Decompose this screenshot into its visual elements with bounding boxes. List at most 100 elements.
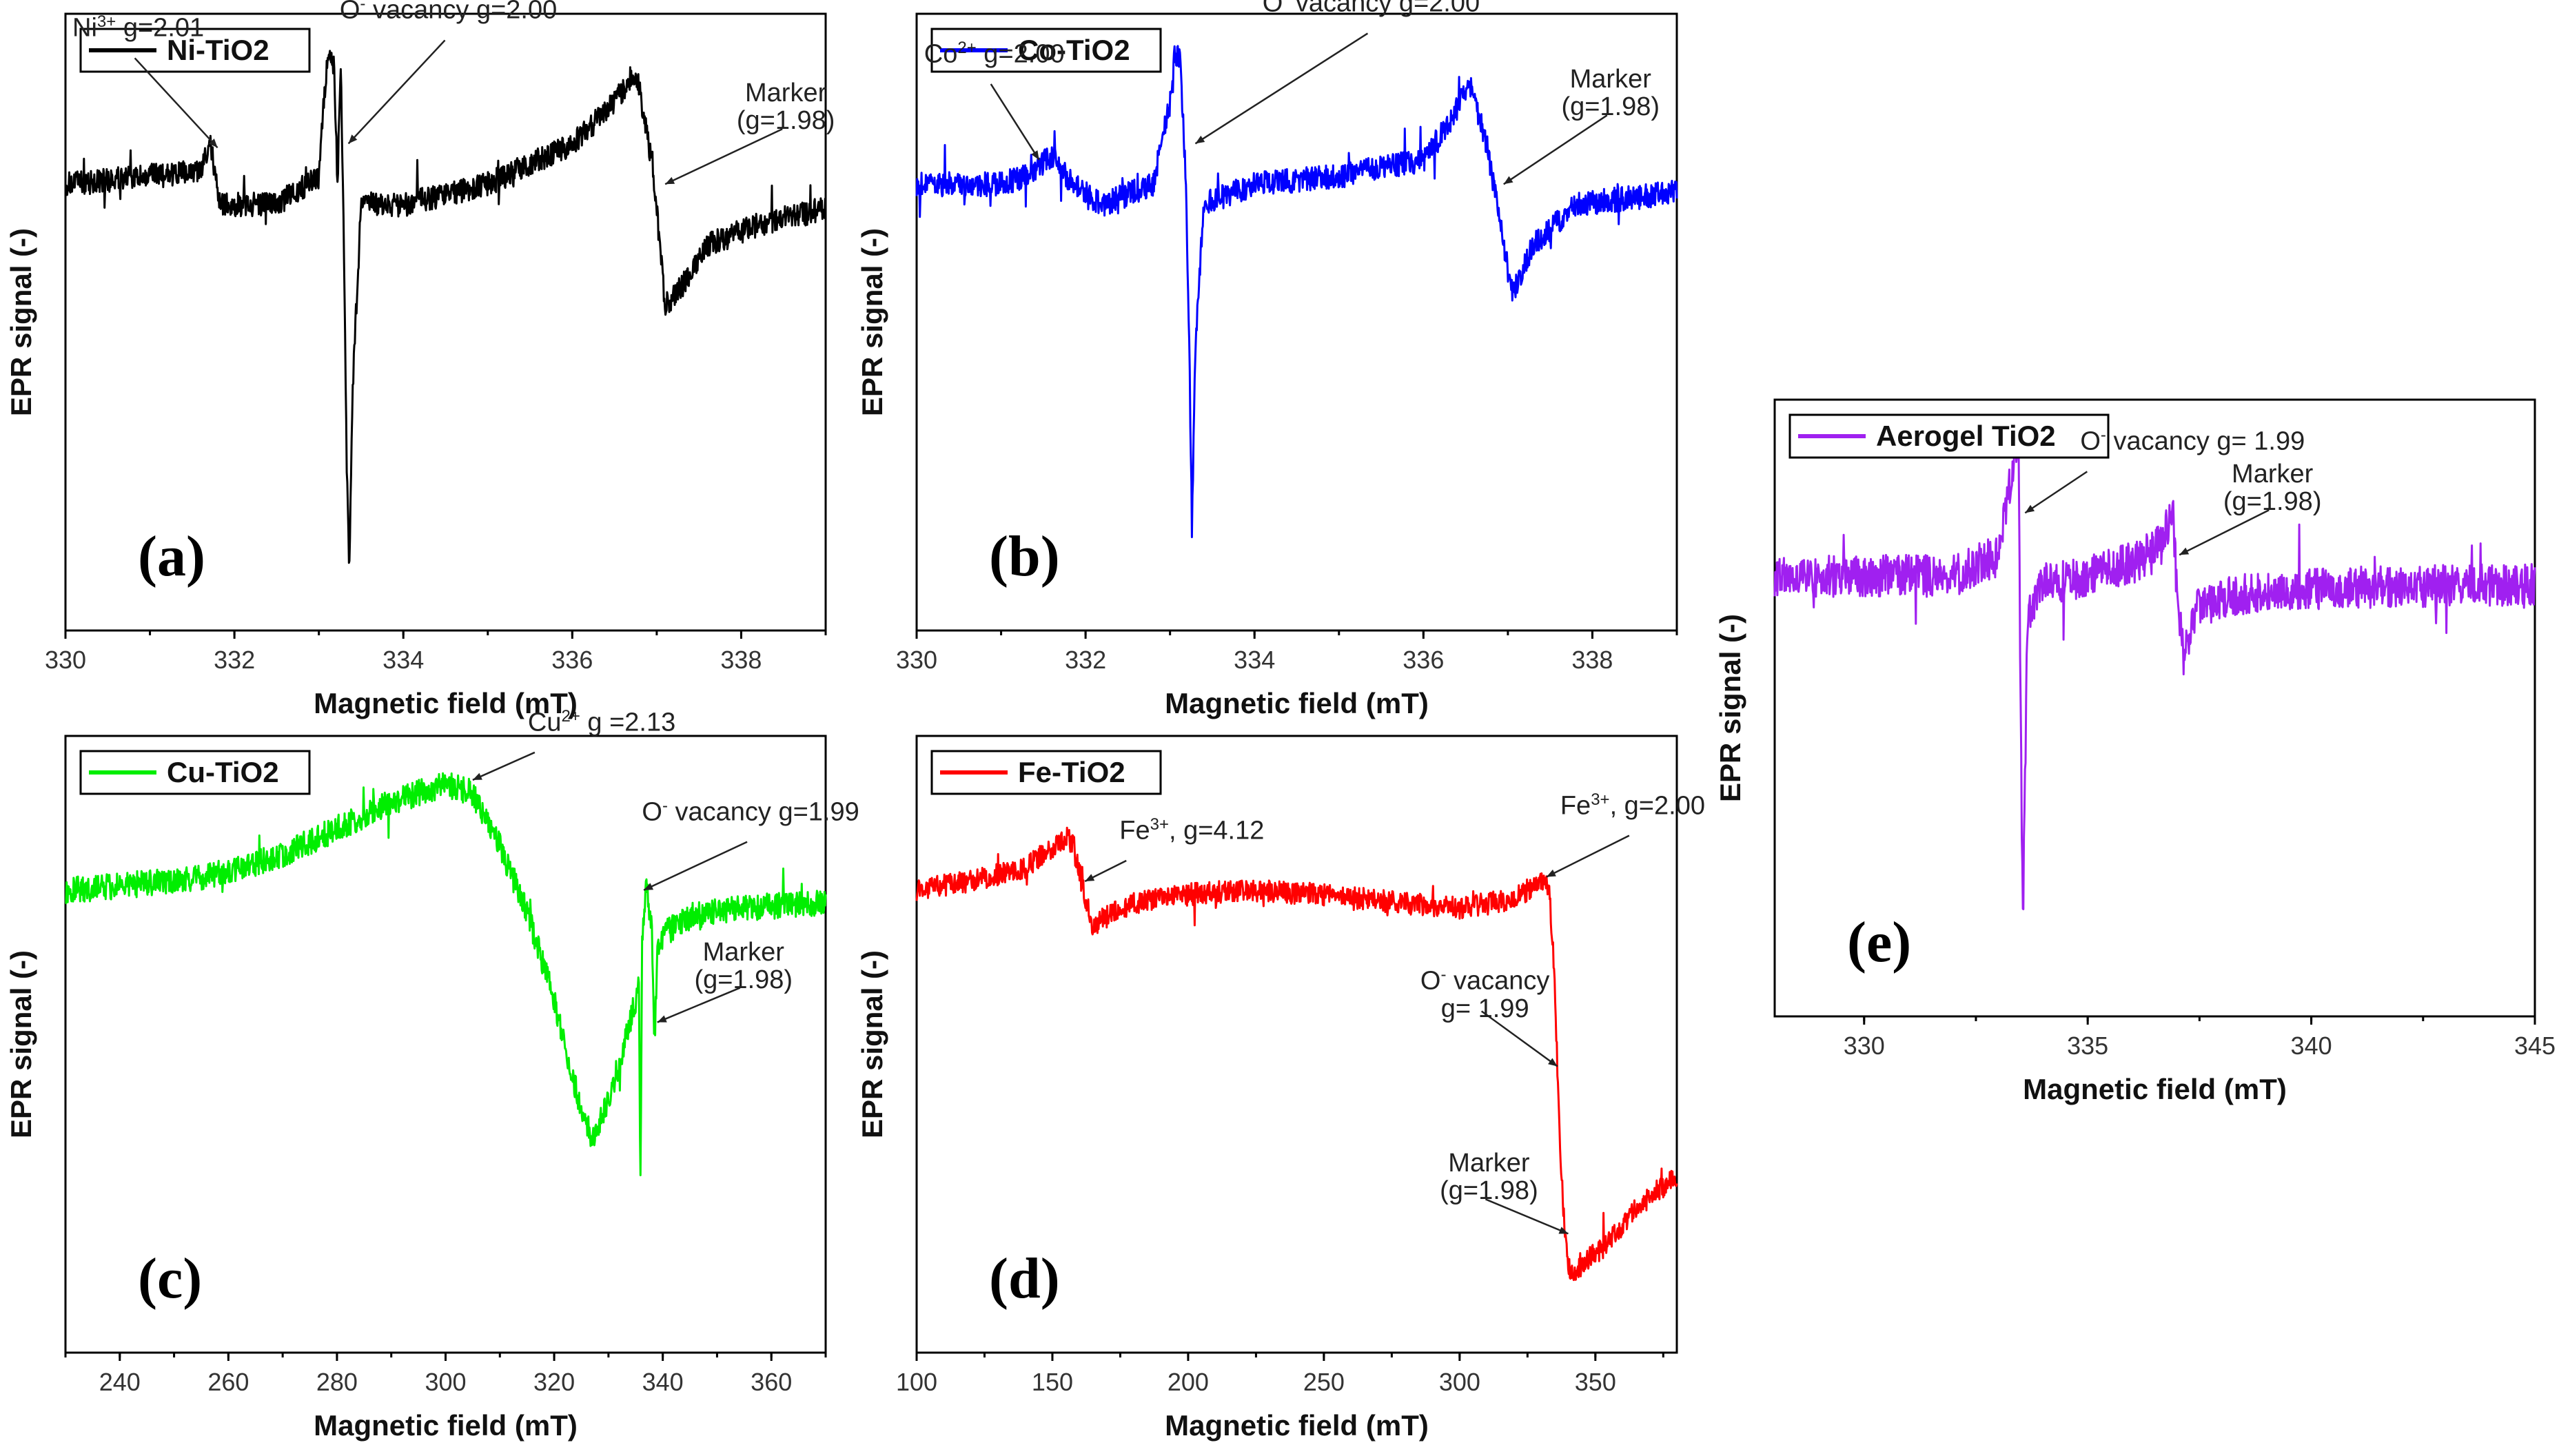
x-tick-label: 332 [214, 646, 255, 674]
plot-frame [915, 735, 1678, 1354]
x-tick-label: 340 [2291, 1032, 2332, 1060]
annotation: Marker(g=1.98) [1561, 65, 1660, 121]
annotation-arrowhead [665, 176, 675, 185]
x-tick-label: 300 [425, 1368, 466, 1396]
series-line-c [65, 772, 827, 1176]
x-tick-label: 350 [1575, 1368, 1616, 1396]
annotation-arrow [664, 128, 783, 185]
x-tick-label: 320 [533, 1368, 575, 1396]
annotation: Marker(g=1.98) [737, 79, 835, 134]
annotation-arrowhead [1546, 869, 1556, 877]
annotation-arrowhead [1031, 150, 1039, 160]
plot-frame [915, 12, 1678, 632]
annotation-arrowhead [1558, 1227, 1569, 1234]
x-axis-title: Magnetic field (mT) [314, 1409, 578, 1442]
annotation-arrowhead [1195, 135, 1205, 144]
annotation-arrow [1546, 834, 1630, 878]
annotation-arrow [347, 39, 446, 145]
annotation: Marker(g=1.98) [694, 939, 793, 994]
annotation: Fe3+, g=4.12 [1119, 815, 1264, 845]
annotation-arrow [643, 841, 748, 891]
x-tick-label: 330 [45, 646, 86, 674]
x-axis-title: Magnetic field (mT) [314, 687, 578, 719]
annotation-arrow [1503, 114, 1608, 185]
annotation: Marker(g=1.98) [1440, 1149, 1538, 1204]
panel-label: (a) [138, 524, 205, 588]
annotation-arrowhead [1503, 176, 1513, 185]
annotation-arrowhead [657, 1015, 667, 1023]
x-tick-label: 345 [2514, 1032, 2556, 1060]
panel-b: 330 332 334 336 338 Magnetic field (mT) EPR si… [856, 0, 1678, 719]
annotation-arrowhead [2179, 547, 2190, 555]
y-axis-title: EPR signal (-) [5, 228, 37, 416]
plot-frame [64, 12, 827, 632]
x-tick-label: 335 [2067, 1032, 2108, 1060]
annotation-arrowhead [2025, 504, 2035, 513]
series-line-e [1773, 422, 2536, 910]
legend-label: Co-TiO2 [1018, 34, 1130, 66]
legend-box [1788, 413, 2110, 459]
legend-label: Fe-TiO2 [1018, 756, 1125, 788]
y-axis-title: EPR signal (-) [5, 950, 37, 1138]
x-tick-label: 330 [896, 646, 937, 674]
panel-d: 100 150 200 250 300 350 Magnetic field (mT) EPR… [856, 735, 1705, 1442]
panel-label: (e) [1847, 910, 1911, 974]
x-tick-label: 336 [1403, 646, 1444, 674]
annotation-arrowhead [1085, 874, 1095, 881]
annotation: Cu2+ g =2.13 [528, 707, 675, 737]
x-axis-title: Magnetic field (mT) [2023, 1073, 2287, 1105]
x-tick-label: 200 [1168, 1368, 1209, 1396]
panel-label: (b) [989, 524, 1060, 588]
x-axis-title: Magnetic field (mT) [1165, 687, 1429, 719]
series-line-a [64, 50, 827, 564]
annotation-arrow [657, 987, 741, 1023]
y-axis-title: EPR signal (-) [856, 950, 888, 1138]
x-axis-title: Magnetic field (mT) [1165, 1409, 1429, 1442]
panel-c: 240 260 280 300 320 340 360 Magnetic field (mT)… [5, 707, 859, 1442]
annotation: O- vacancy g=1.99 [642, 797, 859, 826]
legend-label: Ni-TiO2 [167, 34, 269, 66]
x-tick-label: 300 [1439, 1368, 1480, 1396]
x-tick-label: 338 [1571, 646, 1613, 674]
x-tick-label: 330 [1844, 1032, 1885, 1060]
series-line-b [915, 45, 1678, 538]
x-tick-label: 100 [896, 1368, 937, 1396]
y-axis-title: EPR signal (-) [1714, 614, 1746, 802]
annotation-arrow [990, 83, 1040, 161]
annotation-arrowhead [644, 883, 654, 890]
x-tick-label: 334 [383, 646, 424, 674]
annotation: Marker(g=1.98) [2223, 460, 2322, 515]
x-tick-label: 340 [642, 1368, 684, 1396]
plot-frame [1773, 398, 2536, 1018]
annotation-arrow [134, 57, 218, 149]
annotation: Fe3+, g=2.00 [1560, 790, 1705, 820]
annotation: Ni3+ g=2.01 [72, 12, 204, 42]
x-tick-label: 240 [99, 1368, 141, 1396]
annotation-arrow [472, 751, 536, 781]
annotation-arrow [1485, 1198, 1569, 1235]
panel-label: (d) [989, 1247, 1060, 1311]
annotation-arrow [2024, 471, 2088, 514]
annotation-arrow [1194, 32, 1369, 145]
annotation-arrowhead [1548, 1058, 1558, 1067]
x-tick-label: 260 [207, 1368, 249, 1396]
x-tick-label: 334 [1234, 646, 1275, 674]
annotation-arrow [1480, 1010, 1558, 1067]
x-tick-label: 280 [316, 1368, 358, 1396]
x-tick-label: 150 [1032, 1368, 1073, 1396]
annotation-arrowhead [208, 139, 218, 148]
x-tick-label: 338 [720, 646, 762, 674]
x-tick-label: 360 [751, 1368, 792, 1396]
x-tick-label: 250 [1303, 1368, 1345, 1396]
annotation-arrowhead [472, 772, 482, 780]
x-tick-label: 332 [1065, 646, 1106, 674]
y-axis-title: EPR signal (-) [856, 228, 888, 416]
annotation: O- vacancy g=2.00 [1263, 0, 1480, 17]
annotation: O- vacancy g=2.00 [340, 0, 557, 24]
panel-e: 330 335 340 345 Magnetic field (mT) EPR signa… [1714, 398, 2556, 1105]
annotation-arrowhead [348, 134, 358, 144]
legend-label: Aerogel TiO2 [1876, 420, 2056, 452]
panel-label: (c) [138, 1247, 202, 1311]
